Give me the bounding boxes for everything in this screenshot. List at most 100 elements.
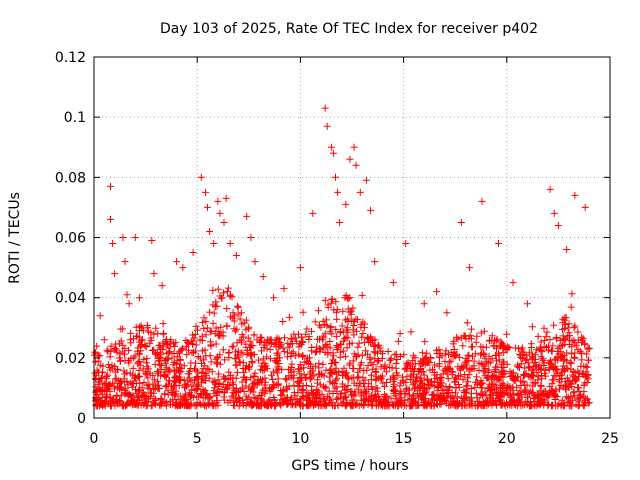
roti-point (571, 376, 579, 384)
roti-point (357, 359, 365, 367)
roti-point (116, 350, 124, 358)
roti-point (243, 395, 251, 403)
roti-point (546, 382, 554, 390)
roti-point (321, 341, 329, 349)
roti-point (506, 383, 514, 391)
roti-point (283, 385, 291, 393)
roti-point (263, 345, 271, 353)
roti-point (498, 382, 506, 389)
roti-point (367, 383, 375, 391)
roti-point (340, 364, 348, 372)
roti-point (337, 328, 344, 336)
roti-peak-point (478, 197, 486, 205)
roti-point (346, 308, 354, 316)
roti-point (578, 333, 586, 341)
roti-point (170, 359, 178, 366)
roti-point (289, 348, 297, 356)
roti-point (236, 315, 244, 323)
roti-point (420, 371, 428, 379)
roti-point (171, 401, 179, 409)
roti-point (459, 376, 467, 384)
roti-point (580, 362, 588, 370)
roti-point (437, 395, 445, 403)
roti-point (256, 333, 264, 341)
roti-point (170, 350, 178, 357)
roti-peak-point (546, 185, 554, 193)
roti-point (417, 376, 425, 384)
roti-point (301, 358, 309, 366)
roti-point (453, 350, 461, 358)
roti-point (518, 346, 526, 354)
roti-point (459, 399, 466, 407)
roti-point (265, 384, 273, 392)
roti-peak-point (220, 219, 228, 226)
roti-point (235, 387, 242, 395)
roti-point (200, 325, 208, 333)
roti-point (547, 359, 555, 367)
roti-point (505, 344, 513, 351)
roti-point (228, 343, 236, 351)
roti-point (482, 343, 490, 351)
roti-point (244, 334, 252, 342)
roti-peak-point (495, 240, 502, 247)
roti-point (234, 302, 241, 310)
roti-point (426, 399, 434, 407)
roti-point (328, 296, 336, 303)
roti-point (485, 380, 493, 388)
roti-point (390, 374, 397, 382)
roti-point (350, 350, 358, 358)
roti-peak-point (150, 270, 158, 278)
roti-point (134, 401, 142, 409)
roti-point (149, 347, 156, 354)
roti-point (420, 359, 427, 367)
roti-point (311, 362, 319, 370)
roti-point (523, 381, 531, 389)
roti-point (181, 393, 188, 401)
roti-point (234, 303, 242, 311)
roti-point (520, 350, 528, 358)
roti-point (307, 401, 315, 409)
roti-point (564, 365, 572, 373)
roti-peak-point (107, 182, 114, 190)
roti-point (441, 350, 449, 358)
roti-point (234, 310, 242, 318)
roti-point (189, 331, 196, 339)
roti-point (339, 347, 347, 355)
roti-point (183, 351, 191, 359)
roti-point (299, 387, 307, 395)
y-tick-label: 0.1 (64, 110, 86, 126)
roti-point (137, 322, 145, 330)
roti-point (162, 383, 170, 390)
roti-point (287, 373, 295, 381)
roti-point (426, 354, 434, 361)
roti-peak-point (247, 234, 255, 241)
roti-point (302, 382, 310, 389)
roti-point (212, 355, 220, 363)
roti-point (367, 371, 375, 379)
roti-point (552, 372, 560, 380)
roti-point (225, 382, 233, 390)
roti-point (228, 293, 236, 301)
roti-peak-point (509, 279, 517, 287)
roti-point (344, 318, 352, 325)
roti-peak-point (226, 240, 234, 247)
roti-point (353, 327, 361, 335)
roti-point (354, 351, 362, 359)
roti-point (351, 390, 359, 398)
roti-peak-point (356, 188, 364, 196)
roti-point (269, 376, 277, 383)
roti-point (159, 320, 167, 328)
roti-point (207, 342, 215, 350)
roti-point (360, 390, 368, 398)
roti-point (140, 355, 148, 363)
roti-point (276, 400, 284, 408)
roti-point (199, 394, 207, 402)
roti-point (189, 393, 197, 401)
roti-peak-point (296, 264, 304, 272)
roti-point (360, 401, 368, 409)
roti-point (578, 337, 586, 345)
roti-point (543, 328, 551, 336)
roti-point (139, 326, 147, 334)
roti-point (144, 328, 152, 336)
roti-point (451, 374, 459, 382)
